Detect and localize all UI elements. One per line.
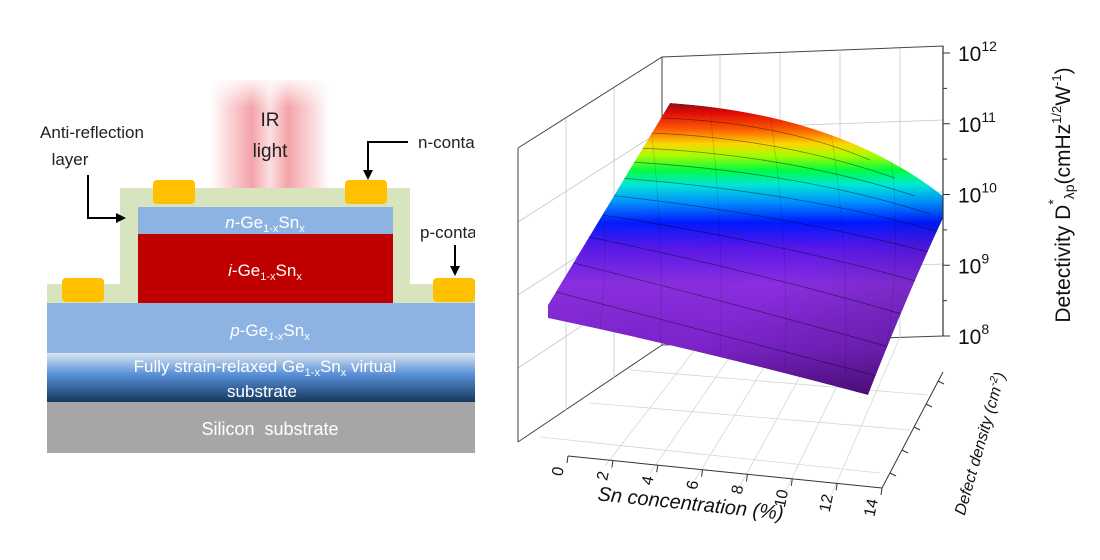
x-tick-mark-6 [701,469,704,477]
i-layer [138,234,393,303]
surface [548,103,943,395]
z-tick-label-11: 1011 [958,109,996,137]
p-contact-label: p-contact [420,223,490,242]
z-axis: 108 109 1010 1011 1012 Detectivity D*λp(cmHz… [942,38,1077,349]
anti-reflection-label-line2: layer [52,150,89,169]
x-tick-label-0: 0 [549,465,567,477]
x-tick-label-6: 6 [684,479,702,491]
n-contact-label: n-contact [418,133,488,152]
p-layer [47,303,475,353]
x-tick-label-2: 2 [594,470,612,482]
surface-mesh [599,111,896,386]
x-tick-mark-12 [835,483,838,491]
device-diagram: IR light n-Ge1-xSnx i-Ge1-xSnx p-Ge1-xSn… [40,80,490,453]
p-contact-left [62,278,104,302]
x-axis: 0 2 4 6 8 10 12 14 Sn concentration (%) [549,455,883,525]
x-tick-label-14: 14 [862,497,882,518]
anti-reflection-arrow [87,175,126,223]
virtual-substrate [47,353,475,402]
x-axis-ticks: 0 2 4 6 8 10 12 14 [549,455,883,518]
x-tick-mark-2 [611,460,614,468]
surface-chart: 0 2 4 6 8 10 12 14 Sn concentration (%) Defect … [517,38,1077,525]
x-tick-label-4: 4 [639,474,657,486]
x-tick-label-10: 10 [772,488,792,509]
n-layer-label: n-Ge1-xSnx [225,213,305,235]
x-tick-mark-0 [566,455,569,464]
z-axis-label: Detectivity D*λp(cmHz1/2W-1) [1045,67,1077,322]
p-contact-arrow [450,245,460,276]
ir-light-beam [210,80,330,190]
x-tick-label-8: 8 [729,483,747,495]
n-contact-right [345,180,387,204]
ir-label-line2: light [253,141,289,162]
ir-label-line1: IR [261,110,280,131]
silicon-substrate [47,402,475,453]
x-tick-label-12: 12 [817,493,837,514]
n-layer [138,207,393,234]
z-tick-label-8: 108 [958,321,989,349]
surface-contours [555,117,941,379]
x-tick-mark-14 [880,487,883,496]
x-tick-mark-10 [790,478,793,486]
silicon-substrate-label: Silicon substrate [201,419,338,439]
p-contact-right [433,278,475,302]
n-contact-left [153,180,195,204]
z-tick-label-12: 1012 [958,38,997,66]
virtual-substrate-label-line2: substrate [227,382,297,401]
y-axis-label: Defect density (cm-2) [950,370,1009,517]
p-layer-label: p-Ge1-xSnx [229,321,310,343]
z-tick-label-9: 109 [958,250,989,278]
y-axis: Defect density (cm-2) [881,370,1009,517]
x-tick-mark-8 [745,474,748,482]
anti-reflection-label-line1: Anti-reflection [40,123,144,142]
virtual-substrate-label-line1: Fully strain-relaxed Ge1-xSnx virtual [134,357,397,379]
x-tick-mark-4 [656,465,659,473]
n-contact-arrow [363,141,408,180]
i-layer-label: i-Ge1-xSnx [228,261,302,283]
z-axis-ticks: 108 109 1010 1011 1012 [943,38,997,349]
z-tick-label-10: 1010 [958,180,997,208]
